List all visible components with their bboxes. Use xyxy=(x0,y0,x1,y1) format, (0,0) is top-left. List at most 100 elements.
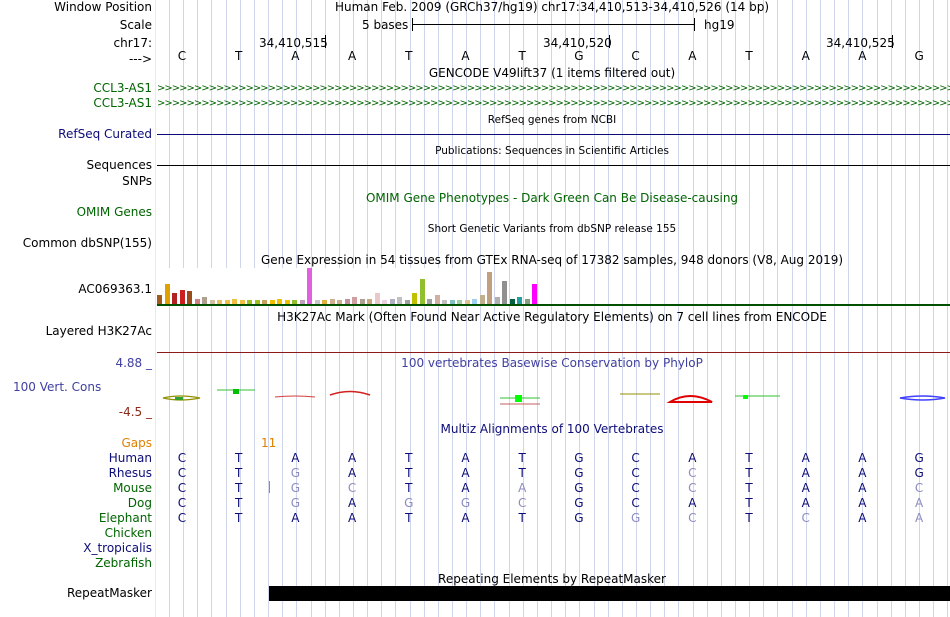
gencode-item-1-label[interactable]: CCL3-AS1 xyxy=(93,81,152,95)
gtex-tissue-bar[interactable] xyxy=(382,300,387,304)
gtex-tissue-bar[interactable] xyxy=(307,268,312,304)
conservation-label[interactable]: 100 Vert. Cons xyxy=(13,380,102,394)
gtex-tissue-bar[interactable] xyxy=(367,299,372,304)
gtex-tissue-bar[interactable] xyxy=(209,300,215,304)
gtex-tissue-bar[interactable] xyxy=(269,300,275,304)
gtex-tissue-bar[interactable] xyxy=(524,299,530,304)
gtex-tissue-bar[interactable] xyxy=(494,297,500,304)
dbsnp-title: Short Genetic Variants from dbSNP releas… xyxy=(427,223,677,235)
repeatmasker-feature[interactable] xyxy=(269,586,950,601)
alignment-base: C xyxy=(177,511,187,525)
gtex-tissue-bar[interactable] xyxy=(202,297,207,304)
gtex-tissue-bar[interactable] xyxy=(517,297,522,304)
gtex-tissue-bar[interactable] xyxy=(164,284,170,304)
snps-label[interactable]: SNPs xyxy=(122,174,152,188)
alignment-base: C xyxy=(517,496,527,510)
gtex-tissue-bar[interactable] xyxy=(247,300,252,304)
gtex-tissue-bar[interactable] xyxy=(224,300,230,304)
gtex-tissue-bar[interactable] xyxy=(239,300,245,304)
gtex-tissue-bar[interactable] xyxy=(277,299,282,304)
species-label[interactable]: Elephant xyxy=(98,511,152,525)
alignment-base: A xyxy=(801,496,810,510)
refseq-line[interactable] xyxy=(157,134,950,135)
gtex-label[interactable]: AC069363.1 xyxy=(78,282,152,296)
conservation-title: 100 vertebrates Basewise Conservation by… xyxy=(401,356,703,370)
gtex-tissue-bar[interactable] xyxy=(284,300,290,304)
gtex-tissue-bar[interactable] xyxy=(337,300,342,304)
gencode-item-2-label[interactable]: CCL3-AS1 xyxy=(93,96,152,110)
gtex-tissue-bar[interactable] xyxy=(172,293,177,304)
gtex-tissue-bar[interactable] xyxy=(314,300,320,304)
gtex-tissue-bar[interactable] xyxy=(179,290,185,304)
gtex-tissue-bar[interactable] xyxy=(464,300,470,304)
reference-base: A xyxy=(291,49,300,63)
gtex-tissue-bar[interactable] xyxy=(389,299,395,304)
reference-base: T xyxy=(405,49,413,63)
alignment-base: T xyxy=(235,496,243,510)
reference-base: C xyxy=(177,49,187,63)
gtex-tissue-bar[interactable] xyxy=(254,300,260,304)
gtex-tissue-bar[interactable] xyxy=(532,284,537,304)
alignment-base: A xyxy=(461,466,470,480)
gencode-title: GENCODE V49lift37 (1 items filtered out) xyxy=(428,66,676,80)
alignment-base: C xyxy=(631,466,640,480)
gtex-tissue-bar[interactable] xyxy=(412,293,417,304)
omim-label[interactable]: OMIM Genes xyxy=(76,205,152,219)
sequences-label[interactable]: Sequences xyxy=(86,158,152,172)
gaps-label[interactable]: Gaps xyxy=(121,436,152,450)
gtex-tissue-bar[interactable] xyxy=(449,300,455,304)
refseq-label[interactable]: RefSeq Curated xyxy=(58,127,152,141)
alignment-base: G xyxy=(914,451,924,465)
gtex-tissue-bar[interactable] xyxy=(472,299,477,304)
gtex-tissue-bar[interactable] xyxy=(232,299,237,304)
gtex-tissue-bar[interactable] xyxy=(442,300,447,304)
species-label[interactable]: Human xyxy=(108,451,152,465)
gtex-tissue-bar[interactable] xyxy=(329,299,335,304)
gtex-tissue-bar[interactable] xyxy=(479,295,485,304)
gtex-tissue-bar[interactable] xyxy=(419,279,425,304)
alignment-base: A xyxy=(914,496,924,510)
gtex-tissue-bar[interactable] xyxy=(352,297,357,304)
alignment-base: T xyxy=(745,481,753,495)
gtex-tissue-bar[interactable] xyxy=(157,295,162,304)
gtex-tissue-bar[interactable] xyxy=(457,300,462,304)
species-label[interactable]: Dog xyxy=(127,496,152,510)
gtex-tissue-bar[interactable] xyxy=(502,281,507,304)
gtex-tissue-bar[interactable] xyxy=(322,300,327,304)
gtex-tissue-bar[interactable] xyxy=(359,299,365,304)
species-label[interactable]: Rhesus xyxy=(108,466,152,480)
dbsnp-label[interactable]: Common dbSNP(155) xyxy=(22,236,152,250)
gencode-item-1-feature[interactable]: >>>>>>>>>>>>>>>>>>>>>>>>>>>>>>>>>>>>>>>>… xyxy=(157,84,950,94)
species-label[interactable]: Zebrafish xyxy=(95,556,152,570)
species-label[interactable]: X_tropicalis xyxy=(83,541,152,555)
gtex-tissue-bar[interactable] xyxy=(299,300,305,304)
ruler-tick-3 xyxy=(892,35,893,48)
gtex-tissue-bar[interactable] xyxy=(187,291,192,304)
gtex-tissue-bar[interactable] xyxy=(509,299,515,304)
gtex-tissue-bar[interactable] xyxy=(404,300,410,304)
gtex-tissue-bar[interactable] xyxy=(217,300,222,304)
repeatmasker-label[interactable]: RepeatMasker xyxy=(66,586,152,600)
alignment-base: G xyxy=(630,511,641,525)
h3k27ac-label[interactable]: Layered H3K27Ac xyxy=(45,324,152,338)
gtex-tissue-bar[interactable] xyxy=(397,297,402,304)
gtex-tissue-bar[interactable] xyxy=(262,300,267,304)
sequences-line[interactable] xyxy=(157,165,950,166)
h3k27ac-line[interactable] xyxy=(157,352,950,353)
gtex-tissue-bar[interactable] xyxy=(344,299,350,304)
gtex-tissue-bar[interactable] xyxy=(374,293,380,304)
gtex-tissue-bar[interactable] xyxy=(434,295,440,304)
gtex-tissue-bar[interactable] xyxy=(487,272,492,304)
alignment-base: G xyxy=(574,496,584,510)
gtex-tissue-bar[interactable] xyxy=(194,299,200,304)
species-label[interactable]: Mouse xyxy=(113,481,152,495)
alignment-base: G xyxy=(404,496,414,510)
species-label[interactable]: Chicken xyxy=(104,526,152,540)
gencode-item-2-feature[interactable]: >>>>>>>>>>>>>>>>>>>>>>>>>>>>>>>>>>>>>>>>… xyxy=(157,99,950,109)
gtex-tissue-bar[interactable] xyxy=(292,300,297,304)
gtex-tissue-bar[interactable] xyxy=(427,299,432,304)
alignment-base: C xyxy=(177,466,187,480)
conservation-plot[interactable] xyxy=(155,380,950,410)
reference-base: T xyxy=(518,49,526,63)
alignment-base: G xyxy=(290,496,301,510)
